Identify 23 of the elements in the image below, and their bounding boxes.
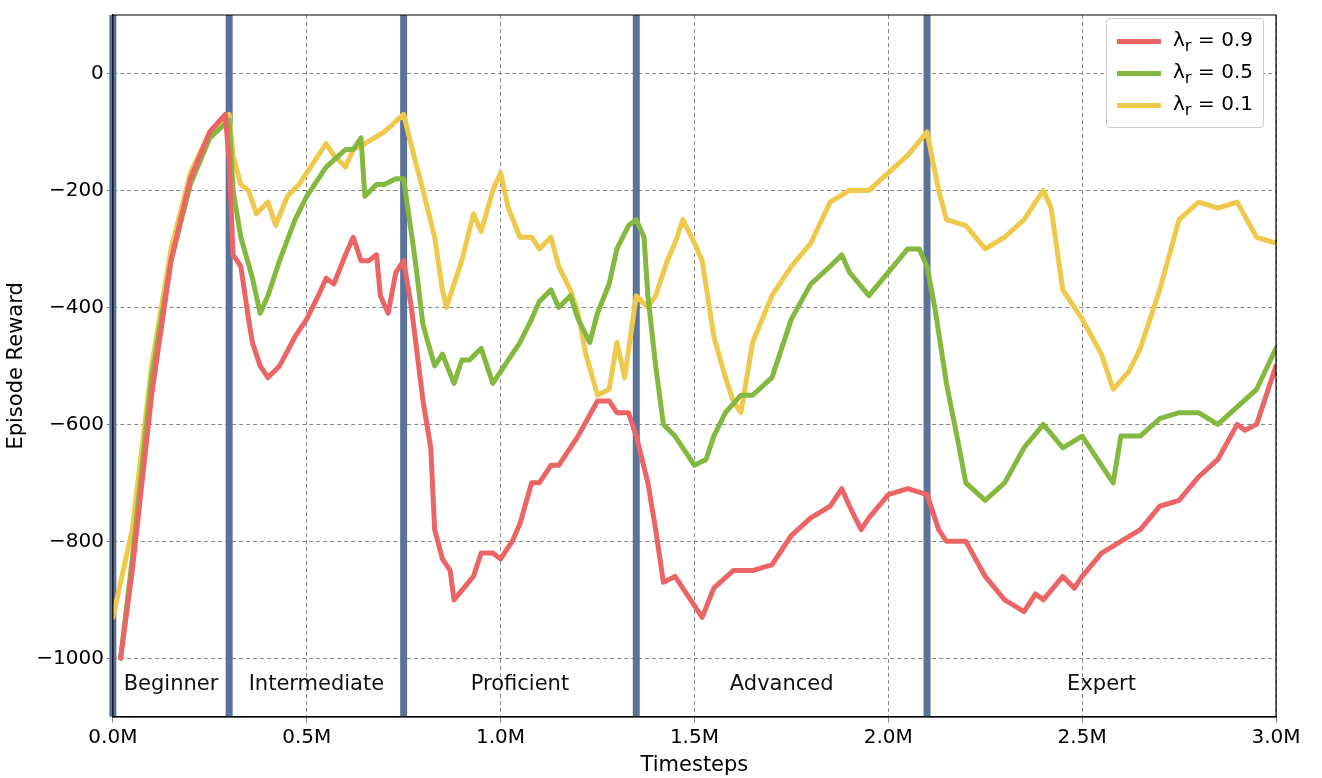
x-tick-label: 1.5M: [669, 724, 719, 748]
legend-label: λ$_{r}$ = 0.5: [1173, 59, 1253, 87]
legend-label: λ$_{r}$ = 0.1: [1173, 91, 1253, 119]
annotation: Beginner: [123, 671, 219, 696]
annotation: Expert: [1067, 671, 1136, 696]
x-axis-title: Timesteps: [639, 751, 749, 776]
annotation: Intermediate: [248, 671, 385, 696]
x-tick-label: 2.0M: [863, 724, 913, 748]
y-tick-label: −600: [48, 410, 104, 435]
y-tick-label: 0: [91, 59, 104, 84]
x-tick-label: 0.0M: [88, 724, 138, 748]
y-tick-label: −400: [48, 293, 104, 318]
y-tick-label: −800: [48, 527, 104, 552]
legend-label: λ$_{r}$ = 0.9: [1173, 27, 1253, 55]
y-tick-label: −1000: [36, 644, 104, 669]
x-tick-label: 1.0M: [476, 724, 526, 748]
x-tick-label: 2.5M: [1057, 724, 1107, 748]
annotation: Advanced: [729, 671, 834, 696]
x-tick-label: 0.5M: [282, 724, 332, 748]
y-axis-title: Episode Reward: [3, 282, 28, 450]
x-tick-label: 3.0M: [1251, 724, 1301, 748]
y-tick-label: −200: [48, 176, 104, 201]
annotation: Proficient: [470, 671, 570, 696]
